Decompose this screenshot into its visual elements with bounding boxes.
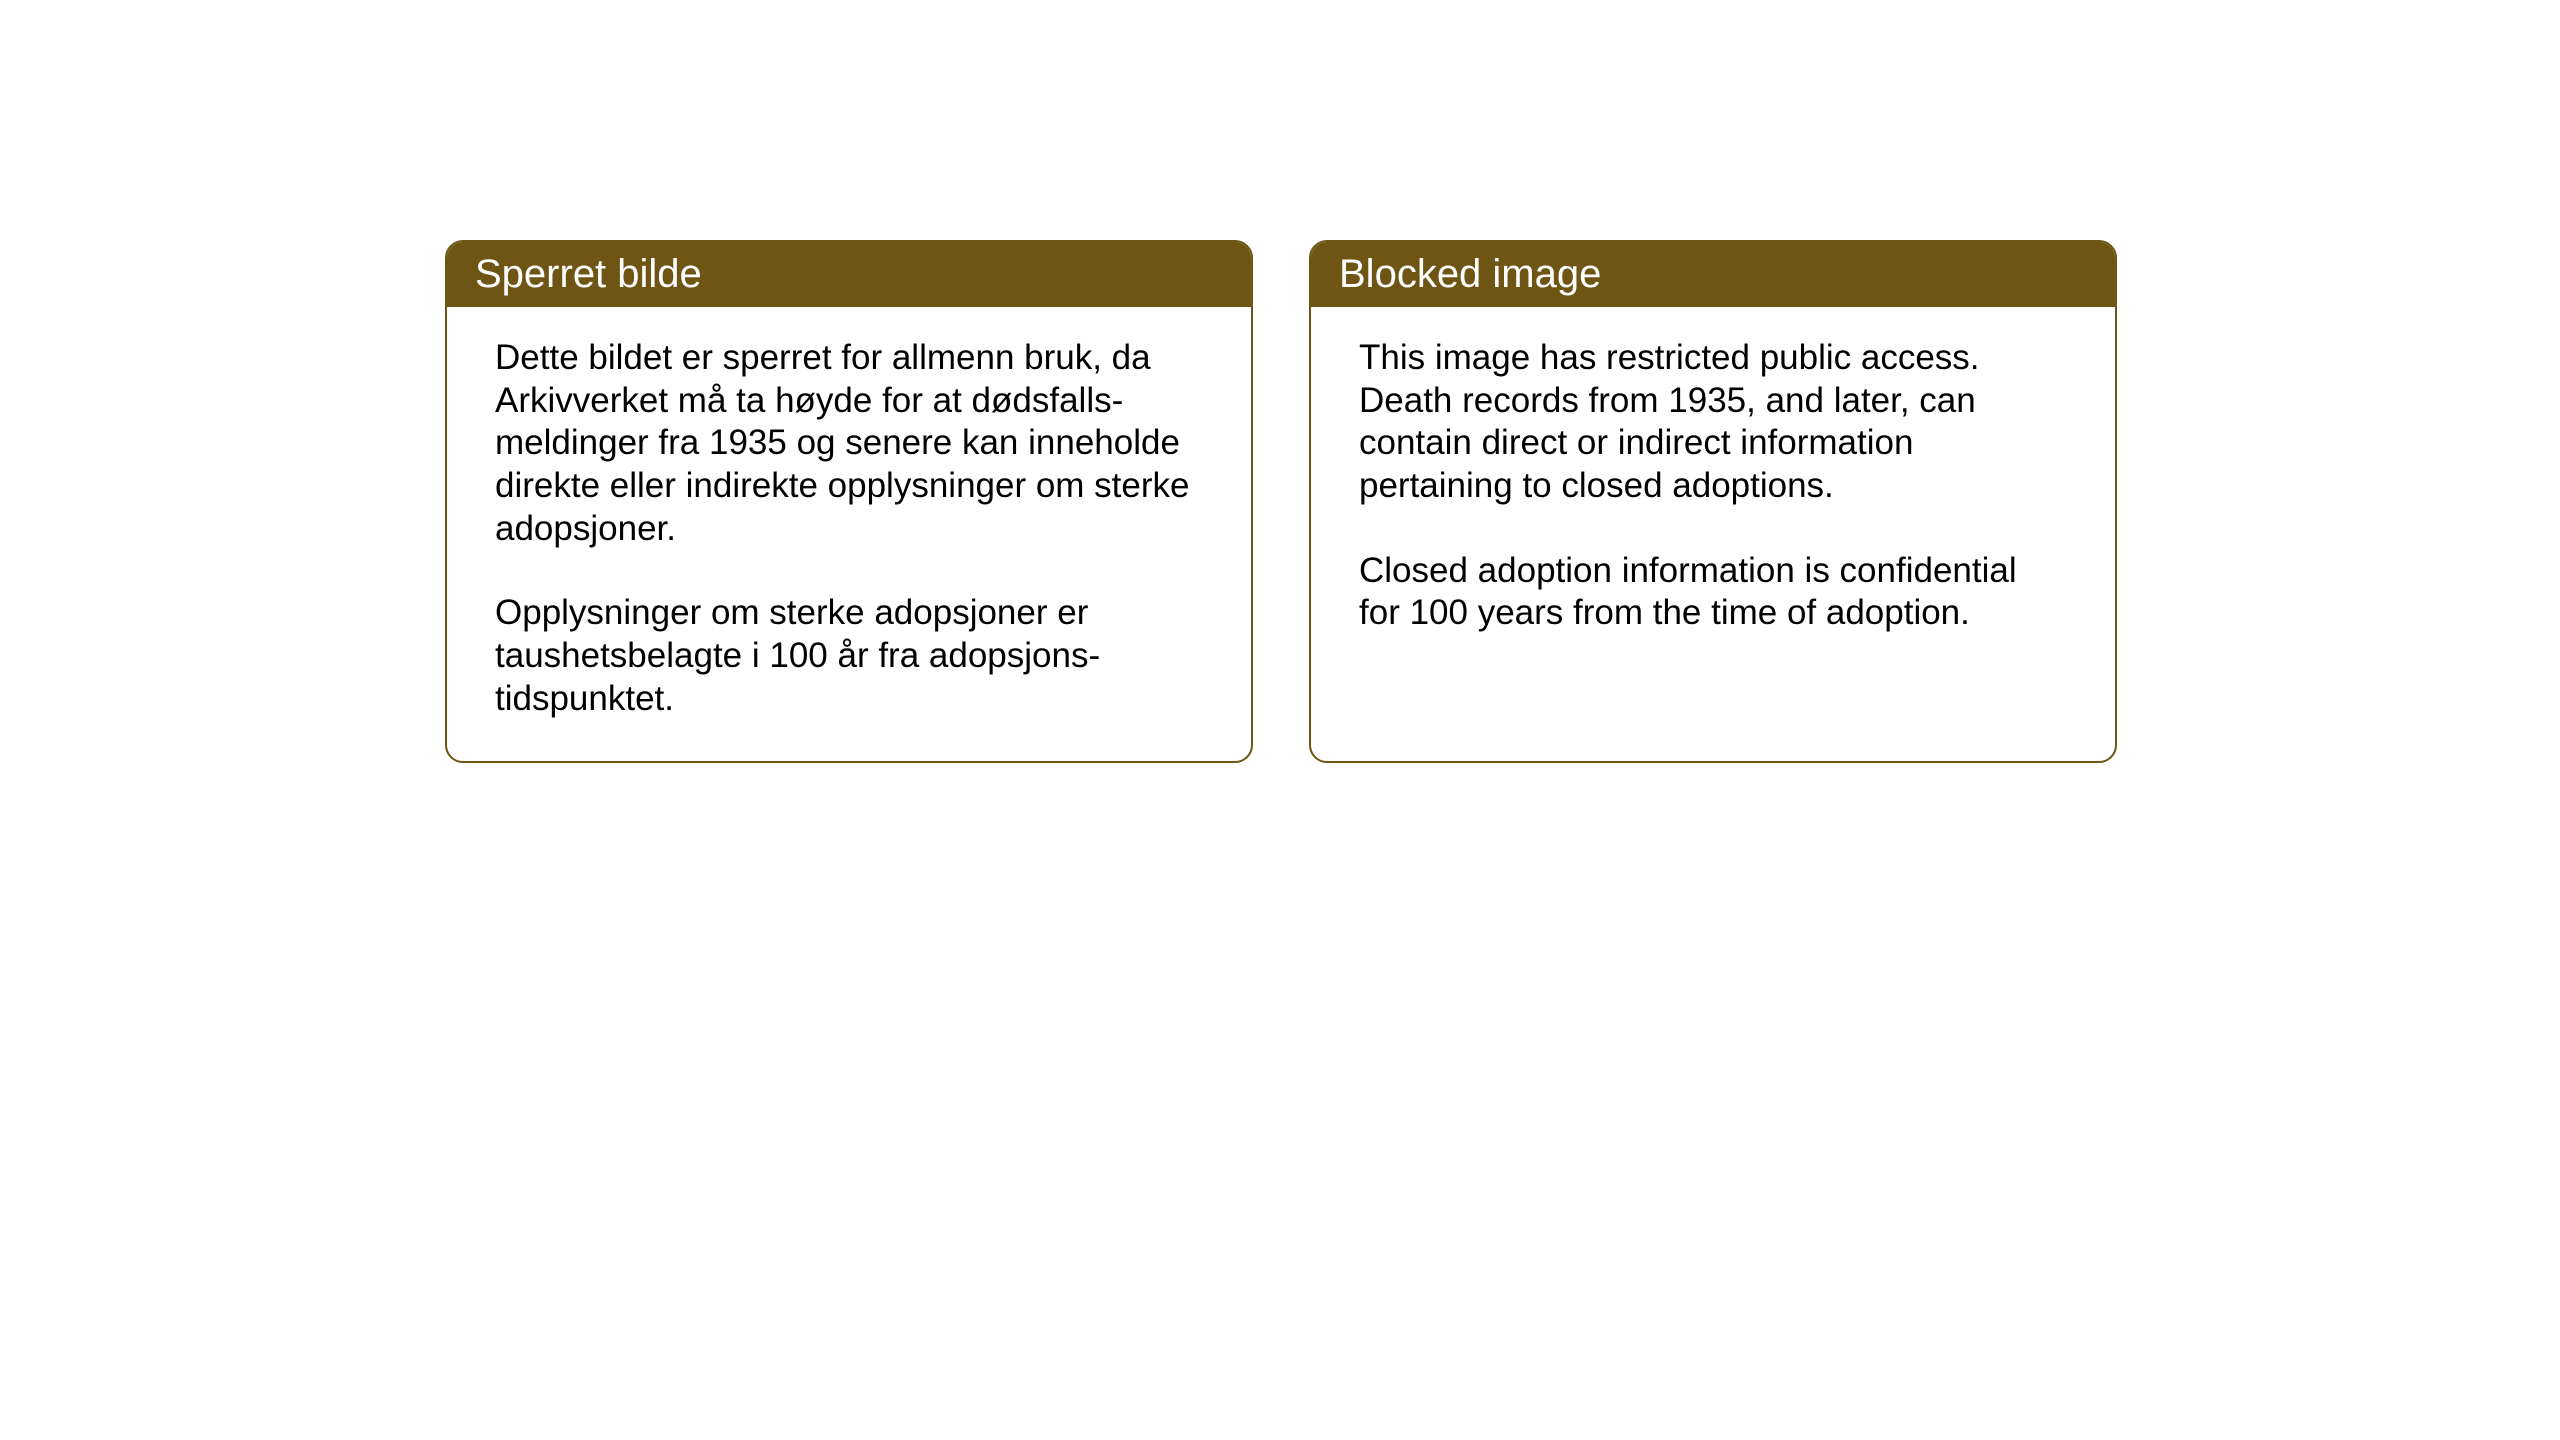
card-body-english: This image has restricted public access.… <box>1311 307 2115 707</box>
card-title-english: Blocked image <box>1339 252 1601 296</box>
notice-card-english: Blocked image This image has restricted … <box>1309 240 2117 763</box>
card-header-english: Blocked image <box>1311 242 2115 307</box>
notice-card-norwegian: Sperret bilde Dette bildet er sperret fo… <box>445 240 1253 763</box>
card-paragraph-1-english: This image has restricted public access.… <box>1359 337 2067 508</box>
card-title-norwegian: Sperret bilde <box>475 252 702 296</box>
card-paragraph-1-norwegian: Dette bildet er sperret for allmenn bruk… <box>495 337 1203 550</box>
notice-container: Sperret bilde Dette bildet er sperret fo… <box>445 240 2117 763</box>
card-paragraph-2-english: Closed adoption information is confident… <box>1359 550 2067 635</box>
card-body-norwegian: Dette bildet er sperret for allmenn bruk… <box>447 307 1251 761</box>
card-paragraph-2-norwegian: Opplysninger om sterke adopsjoner er tau… <box>495 592 1203 720</box>
card-header-norwegian: Sperret bilde <box>447 242 1251 307</box>
